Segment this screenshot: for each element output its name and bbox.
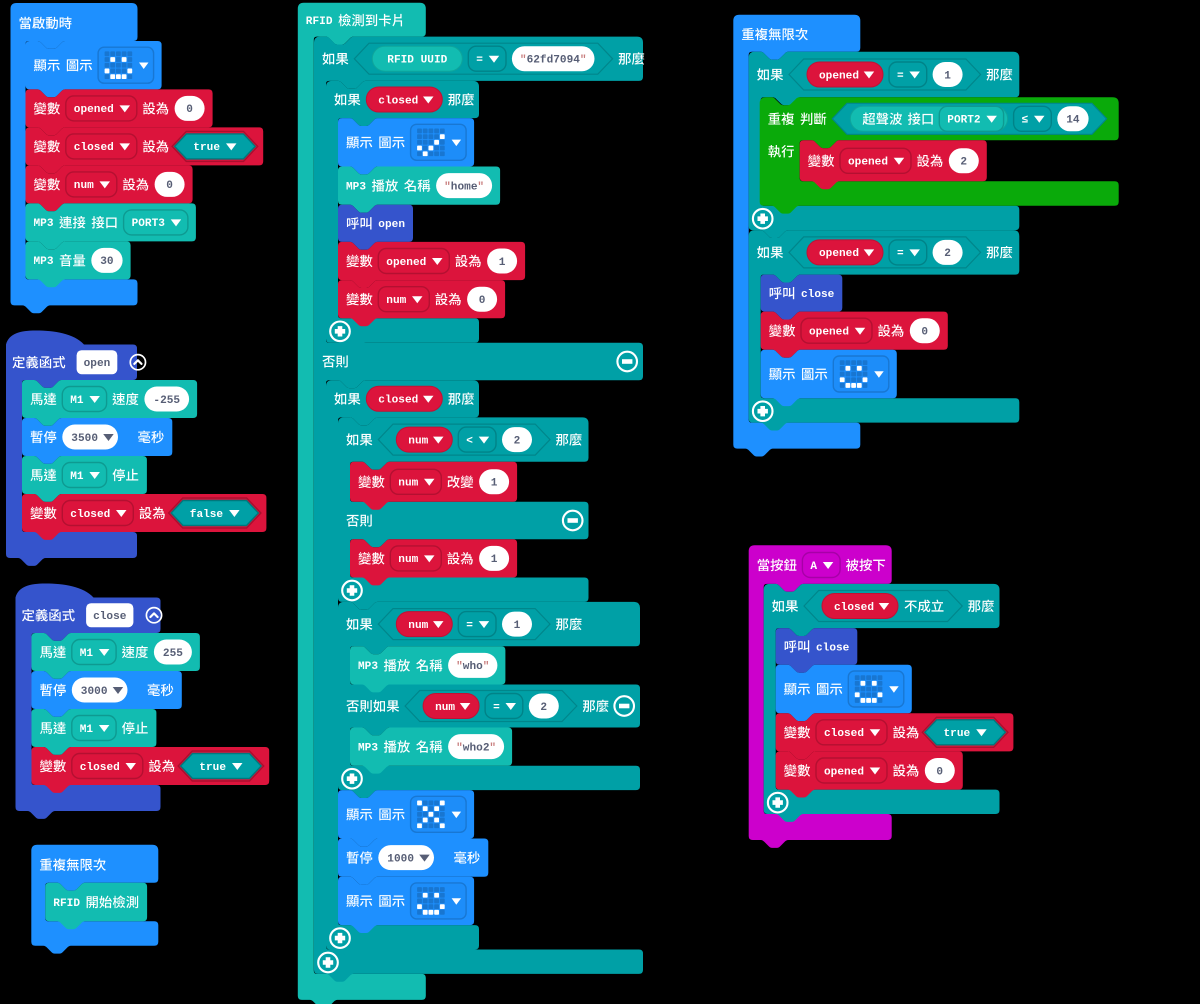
svg-text:=: = — [466, 620, 473, 632]
svg-text:RFID: RFID — [306, 16, 333, 28]
svg-text:num: num — [386, 295, 406, 307]
svg-text:0: 0 — [921, 327, 928, 339]
svg-text:M1: M1 — [80, 724, 94, 736]
svg-text:2: 2 — [540, 702, 547, 714]
svg-text:open: open — [84, 358, 111, 370]
svg-text:2: 2 — [944, 248, 951, 260]
svg-text:1: 1 — [514, 620, 521, 632]
svg-text:M1: M1 — [70, 471, 84, 483]
svg-text:num: num — [398, 554, 418, 566]
svg-text:2: 2 — [514, 435, 521, 447]
svg-text:": " — [456, 661, 463, 673]
svg-text:opened: opened — [819, 70, 859, 82]
svg-text:opened: opened — [819, 248, 859, 260]
svg-text:=: = — [476, 55, 483, 67]
svg-text:closed: closed — [80, 762, 120, 774]
svg-text:RFID: RFID — [53, 898, 80, 910]
svg-text:14: 14 — [1066, 115, 1080, 127]
svg-text:=: = — [897, 70, 904, 82]
svg-text:MP3: MP3 — [346, 181, 366, 193]
svg-text:MP3: MP3 — [358, 742, 378, 754]
svg-text:closed: closed — [824, 728, 864, 740]
svg-text:": " — [580, 55, 587, 67]
svg-text:true: true — [199, 762, 226, 774]
svg-text:closed: closed — [70, 509, 110, 521]
svg-text:RFID UUID: RFID UUID — [387, 55, 447, 67]
svg-text:opened: opened — [848, 157, 888, 169]
svg-text:0: 0 — [479, 295, 486, 307]
svg-text:=: = — [897, 248, 904, 260]
svg-text:1: 1 — [491, 554, 498, 566]
svg-text:1000: 1000 — [387, 853, 414, 865]
svg-text:2: 2 — [960, 157, 967, 169]
svg-text:255: 255 — [163, 648, 183, 660]
svg-text:open: open — [378, 219, 405, 231]
svg-text:closed: closed — [378, 95, 418, 107]
svg-text:0: 0 — [936, 766, 943, 778]
svg-text:": " — [520, 55, 527, 67]
svg-text:<: < — [466, 435, 473, 447]
svg-text:closed: closed — [378, 395, 418, 407]
svg-text:0: 0 — [186, 104, 193, 116]
svg-text:": " — [444, 181, 451, 193]
svg-text:30: 30 — [100, 256, 114, 268]
svg-text:3500: 3500 — [71, 433, 98, 445]
svg-text:num: num — [74, 180, 94, 192]
svg-text:1: 1 — [499, 257, 506, 269]
svg-text:": " — [489, 742, 496, 754]
svg-text:A: A — [810, 561, 817, 573]
svg-text:MP3: MP3 — [34, 256, 54, 268]
svg-text:who2: who2 — [463, 742, 490, 754]
svg-text:num: num — [408, 435, 428, 447]
svg-text:opened: opened — [824, 766, 864, 778]
svg-text:who: who — [463, 661, 483, 673]
svg-text:opened: opened — [74, 104, 114, 116]
svg-text:opened: opened — [809, 327, 849, 339]
svg-text:PORT3: PORT3 — [132, 218, 166, 230]
svg-text:num: num — [435, 702, 455, 714]
svg-text:": " — [483, 661, 490, 673]
svg-text:62fd7094: 62fd7094 — [527, 55, 581, 67]
svg-text:1: 1 — [944, 70, 951, 82]
svg-text:home: home — [451, 181, 478, 193]
svg-text:num: num — [408, 620, 428, 632]
svg-text:=: = — [493, 702, 500, 714]
svg-text:close: close — [816, 642, 850, 654]
svg-text:M1: M1 — [80, 648, 94, 660]
svg-text:3000: 3000 — [81, 686, 108, 698]
svg-text:": " — [456, 742, 463, 754]
svg-text:true: true — [193, 142, 220, 154]
svg-text:MP3: MP3 — [358, 661, 378, 673]
svg-text:M1: M1 — [70, 395, 84, 407]
svg-text:false: false — [190, 509, 224, 521]
svg-text:closed: closed — [834, 602, 874, 614]
svg-text:≤: ≤ — [1022, 115, 1029, 127]
svg-text:0: 0 — [166, 180, 173, 192]
svg-text:close: close — [801, 289, 835, 301]
svg-text:-255: -255 — [153, 395, 180, 407]
svg-text:close: close — [93, 611, 127, 623]
svg-text:closed: closed — [74, 142, 114, 154]
svg-text:MP3: MP3 — [34, 218, 54, 230]
svg-text:true: true — [944, 728, 971, 740]
svg-text:num: num — [398, 478, 418, 490]
svg-text:": " — [477, 181, 484, 193]
svg-text:opened: opened — [386, 257, 426, 269]
svg-text:1: 1 — [491, 478, 498, 490]
svg-text:PORT2: PORT2 — [947, 115, 980, 127]
